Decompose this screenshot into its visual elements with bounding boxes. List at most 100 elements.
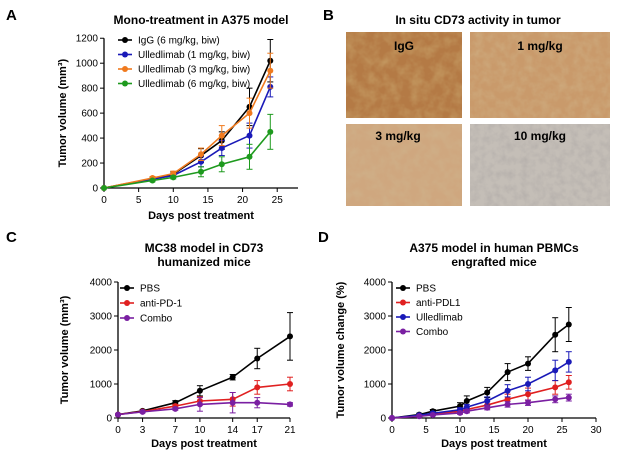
y-tick-label: 1000	[90, 380, 113, 391]
data-point	[457, 409, 463, 416]
data-point	[139, 408, 146, 415]
data-point	[525, 391, 531, 398]
chart-a: Mono-treatment in A375 model 0 5 10 15 20 25 0 2…	[57, 13, 298, 222]
legend-label: anti-PD-1	[140, 299, 183, 310]
data-point	[254, 355, 261, 362]
y-tick-label: 0	[380, 414, 386, 425]
data-point	[504, 369, 511, 376]
y-tick-label: 200	[81, 159, 98, 170]
histology-label-10mg: 10 mg/kg	[514, 129, 566, 143]
data-point	[552, 367, 559, 374]
data-point	[552, 384, 559, 391]
data-point	[246, 110, 253, 117]
chart-title: Mono-treatment in A375 model	[114, 13, 289, 27]
x-axis-label: Days post treatment	[441, 438, 547, 450]
data-point	[198, 168, 204, 175]
series-line	[391, 361, 570, 419]
legend-label: IgG (6 mg/kg, biw)	[138, 36, 220, 47]
panel-label-b: B	[323, 7, 334, 24]
data-point	[196, 401, 203, 408]
y-tick-label: 1000	[364, 380, 387, 391]
histology-image-10mg: 10 mg/kg	[470, 124, 610, 206]
data-point	[389, 415, 395, 421]
legend-marker	[400, 285, 406, 291]
y-tick-label: 0	[92, 184, 98, 195]
x-tick-label: 5	[423, 425, 429, 436]
data-point	[504, 401, 511, 408]
data-point	[101, 185, 107, 191]
legend-marker	[400, 314, 406, 320]
y-tick-label: 3000	[364, 312, 387, 323]
y-tick-label: 2000	[90, 346, 113, 357]
data-point	[287, 401, 293, 408]
data-point	[218, 145, 225, 152]
data-point	[504, 396, 511, 403]
x-tick-label: 0	[389, 425, 395, 436]
panel-label-d: D	[318, 229, 329, 246]
y-tick-label: 800	[81, 84, 98, 95]
histology-label-3mg: 3 mg/kg	[375, 129, 420, 143]
legend-marker	[122, 51, 128, 58]
y-tick-label: 4000	[90, 278, 113, 289]
data-point	[463, 408, 470, 415]
legend-label: PBS	[140, 284, 160, 295]
histology-image-igg: IgG	[346, 32, 462, 118]
data-point	[565, 358, 572, 365]
y-tick-label: 4000	[364, 278, 387, 289]
chart-title: A375 model in human PBMCs	[409, 241, 579, 255]
y-tick-label: 0	[106, 414, 112, 425]
x-tick-label: 10	[168, 195, 180, 206]
data-point	[429, 411, 436, 418]
series-line	[391, 323, 570, 419]
chart-title: MC38 model in CD73	[145, 241, 264, 255]
data-point	[254, 399, 261, 406]
legend-label: Ulledlimab (6 mg/kg, biw)	[138, 79, 250, 90]
x-tick-label: 10	[194, 425, 206, 436]
data-point	[172, 405, 179, 412]
legend-marker	[124, 300, 130, 306]
data-point	[484, 389, 491, 396]
chart-subtitle: engrafted mice	[451, 255, 537, 269]
legend-label: PBS	[416, 284, 436, 295]
data-point	[565, 321, 572, 328]
y-tick-label: 400	[81, 134, 98, 145]
x-tick-label: 0	[115, 425, 121, 436]
x-tick-label: 25	[272, 195, 284, 206]
y-tick-label: 2000	[364, 346, 387, 357]
legend-label: Ulledlimab	[416, 313, 463, 324]
data-point	[504, 387, 511, 394]
series-line	[103, 131, 271, 189]
data-point	[484, 398, 491, 404]
data-point	[115, 411, 121, 418]
legend-marker	[122, 37, 128, 43]
data-point	[287, 333, 293, 340]
data-point	[229, 399, 236, 406]
x-tick-label: 7	[173, 425, 179, 436]
data-point	[267, 128, 274, 135]
legend-marker	[124, 285, 130, 291]
x-axis-label: Days post treatment	[148, 210, 254, 222]
x-tick-label: 21	[284, 425, 296, 436]
data-point	[170, 174, 177, 181]
panel-label-c: C	[6, 229, 17, 246]
legend-label: Ulledlimab (1 mg/kg, biw)	[138, 50, 250, 61]
y-tick-label: 1000	[76, 59, 99, 70]
data-point	[218, 161, 225, 168]
data-point	[198, 151, 204, 158]
series-ulledlimab-3-mg-kg-biw	[101, 52, 274, 191]
y-axis-label: Tumor volume change (%)	[335, 281, 347, 418]
data-point	[229, 374, 236, 381]
data-point	[267, 67, 274, 74]
histology-image-1mg: 1 mg/kg	[470, 32, 610, 118]
legend-marker	[124, 315, 130, 321]
x-tick-label: 15	[488, 425, 500, 436]
y-tick-label: 1200	[76, 34, 99, 45]
data-point	[416, 413, 423, 420]
x-tick-label: 5	[136, 195, 142, 206]
x-tick-label: 30	[590, 425, 602, 436]
series-line	[391, 396, 569, 419]
data-point	[246, 153, 253, 160]
legend-marker	[400, 328, 406, 335]
data-point	[484, 404, 491, 411]
